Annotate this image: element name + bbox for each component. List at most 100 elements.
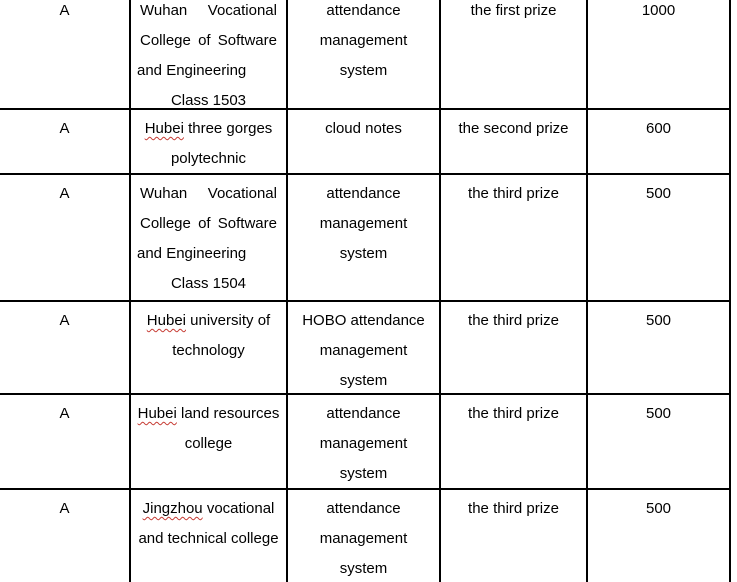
project-line: attendance — [326, 185, 401, 202]
school-cell: Hubei three gorges polytechnic — [131, 110, 288, 174]
table-row: A Wuhan Vocational College of Software and … — [0, 175, 731, 302]
category-cell: A — [0, 0, 131, 116]
project-cell: attendance management system — [288, 395, 441, 489]
school-line: technology — [172, 342, 245, 359]
amount-text: 1000 — [641, 2, 676, 19]
misspelled-word: Jingzhou — [142, 500, 203, 517]
table-row: A Wuhan Vocational College of Software and … — [0, 0, 731, 116]
school-word: Wuhan — [140, 2, 188, 19]
school-cell: Wuhan Vocational College of Software and En… — [131, 175, 288, 300]
project-cell: HOBO attendance management system — [288, 302, 441, 396]
prize-cell: the second prize — [441, 110, 588, 174]
school-word: Software — [217, 32, 277, 49]
project-line: system — [339, 62, 388, 79]
school-line: Wuhan Vocational — [137, 179, 280, 209]
project-cell: attendance management system — [288, 175, 441, 300]
prize-cell: the third prize — [441, 490, 588, 582]
category-cell: A — [0, 110, 131, 174]
amount-text: 500 — [645, 185, 672, 202]
school-class-line: Class 1504 — [170, 275, 247, 292]
school-line: and technical college — [138, 530, 279, 547]
school-cell: Wuhan Vocational College of Software and En… — [131, 0, 288, 116]
amount-cell: 500 — [588, 302, 731, 396]
category-text: A — [59, 120, 70, 137]
project-line: attendance — [326, 2, 401, 19]
school-word: three gorges — [183, 120, 273, 137]
prize-cell: the first prize — [441, 0, 588, 116]
project-cell: attendance management system — [288, 0, 441, 116]
project-line: management — [319, 530, 408, 547]
school-line: College of Software — [137, 209, 280, 239]
project-cell: cloud notes — [288, 110, 441, 174]
table-row: A Hubei university of technology HOBO at… — [0, 302, 731, 396]
school-line: Hubei land resources — [137, 399, 280, 429]
project-line: cloud notes — [325, 120, 402, 137]
school-word: of — [198, 32, 211, 49]
amount-cell: 500 — [588, 395, 731, 489]
school-cell: Hubei university of technology — [131, 302, 288, 396]
amount-text: 600 — [645, 120, 672, 137]
school-cell: Hubei land resources college — [131, 395, 288, 489]
school-line: polytechnic — [170, 150, 247, 167]
project-line: management — [319, 435, 408, 452]
misspelled-word: Hubei — [144, 120, 184, 137]
prize-text: the third prize — [468, 185, 559, 202]
project-line: HOBO attendance — [302, 312, 425, 329]
school-word: Software — [217, 215, 277, 232]
school-word: vocational — [202, 500, 275, 517]
table-row: A Hubei three gorges polytechnic cloud n… — [0, 110, 731, 175]
school-word: Wuhan — [140, 185, 188, 202]
project-line: attendance — [326, 405, 401, 422]
prize-cell: the third prize — [441, 175, 588, 300]
school-word: Vocational — [207, 185, 277, 202]
school-line: college — [184, 435, 233, 452]
category-text: A — [59, 185, 70, 202]
category-cell: A — [0, 395, 131, 489]
school-line: College of Software — [137, 26, 280, 56]
school-line: Jingzhou vocational — [137, 494, 280, 524]
prize-cell: the third prize — [441, 395, 588, 489]
table-row: A Hubei land resources college attendanc… — [0, 395, 731, 490]
amount-text: 500 — [645, 405, 672, 422]
school-word: land resources — [176, 405, 280, 422]
amount-text: 500 — [645, 500, 672, 517]
category-cell: A — [0, 175, 131, 300]
category-text: A — [59, 2, 70, 19]
school-word: College — [140, 215, 191, 232]
school-word: university of — [186, 312, 271, 329]
school-line: Wuhan Vocational — [137, 0, 280, 26]
amount-text: 500 — [645, 312, 672, 329]
school-line: Hubei university of — [137, 306, 280, 336]
school-word: College — [140, 32, 191, 49]
misspelled-word: Hubei — [137, 405, 177, 422]
project-line: management — [319, 215, 408, 232]
project-line: management — [319, 32, 408, 49]
category-cell: A — [0, 302, 131, 396]
category-text: A — [59, 405, 70, 422]
project-line: system — [339, 245, 388, 262]
amount-cell: 600 — [588, 110, 731, 174]
project-line: management — [319, 342, 408, 359]
project-line: system — [339, 465, 388, 482]
prize-text: the third prize — [468, 405, 559, 422]
prize-cell: the third prize — [441, 302, 588, 396]
prize-text: the third prize — [468, 500, 559, 517]
amount-cell: 1000 — [588, 0, 731, 116]
school-line: Hubei three gorges — [137, 114, 280, 144]
school-word: Vocational — [207, 2, 277, 19]
project-line: system — [339, 560, 388, 577]
amount-cell: 500 — [588, 175, 731, 300]
project-cell: attendance management system — [288, 490, 441, 582]
table-row: A Jingzhou vocational and technical coll… — [0, 490, 731, 582]
school-class-line: Class 1503 — [170, 92, 247, 109]
prize-text: the first prize — [470, 2, 557, 19]
prize-text: the second prize — [458, 120, 569, 137]
project-line: system — [339, 372, 388, 389]
school-line: and Engineering — [137, 245, 247, 262]
misspelled-word: Hubei — [146, 312, 186, 329]
school-cell: Jingzhou vocational and technical colleg… — [131, 490, 288, 582]
amount-cell: 500 — [588, 490, 731, 582]
category-text: A — [59, 312, 70, 329]
